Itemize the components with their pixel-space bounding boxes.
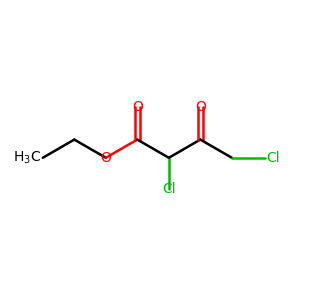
Text: Cl: Cl <box>266 151 280 165</box>
Text: O: O <box>195 100 206 114</box>
Text: H$_3$C: H$_3$C <box>13 150 41 166</box>
Text: O: O <box>100 151 111 165</box>
Text: O: O <box>132 100 143 114</box>
Text: Cl: Cl <box>162 182 175 196</box>
